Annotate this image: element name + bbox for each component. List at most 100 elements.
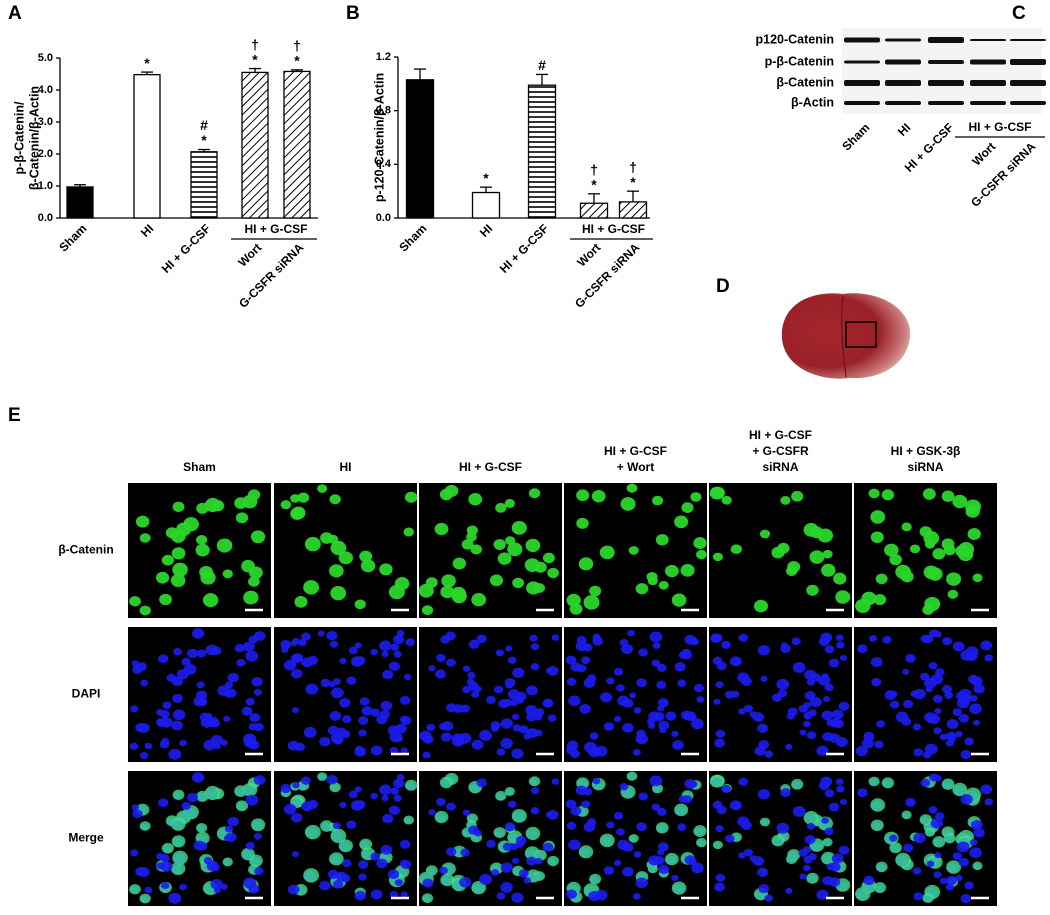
catenin-cell (817, 528, 834, 543)
nucleus (160, 737, 170, 746)
blot-band (1010, 101, 1046, 105)
nucleus (835, 778, 844, 786)
nucleus (821, 710, 834, 721)
catenin-cell (576, 489, 590, 502)
nucleus (509, 699, 519, 707)
column-header: HI (340, 460, 352, 474)
nucleus (376, 714, 388, 725)
nucleus (952, 852, 962, 861)
nucleus (882, 635, 892, 644)
nucleus (400, 860, 412, 870)
nucleus (446, 802, 456, 811)
nucleus (588, 890, 601, 902)
nucleus (459, 733, 472, 744)
catenin-cell (652, 495, 664, 506)
y-tick-label: 0.4 (376, 158, 392, 170)
nucleus (942, 684, 953, 694)
nucleus (547, 714, 557, 722)
nucleus (393, 650, 402, 658)
blot-row-label: β-Catenin (776, 75, 834, 89)
nucleus (824, 789, 835, 798)
catenin-cell (471, 593, 487, 607)
nucleus (955, 730, 963, 738)
nucleus (824, 683, 834, 692)
catenin-cell (534, 561, 547, 573)
nucleus (283, 803, 297, 815)
panel-label: E (8, 405, 21, 426)
nucleus (342, 859, 352, 868)
nucleus (933, 631, 942, 638)
micrograph (564, 771, 707, 906)
nucleus (714, 738, 725, 748)
nucleus (287, 884, 300, 895)
column-header: HI + G-CSF (459, 460, 522, 474)
nucleus (339, 657, 347, 665)
catenin-cell (941, 490, 955, 502)
catenin-cell (495, 502, 507, 513)
nucleus (613, 859, 622, 867)
nucleus (581, 800, 591, 809)
nucleus (632, 749, 641, 756)
nucleus (757, 645, 770, 656)
nucleus (958, 857, 970, 867)
catenin-cell (753, 599, 768, 613)
catenin-cell (658, 580, 669, 590)
catenin-cell (511, 520, 527, 535)
catenin-cell (972, 861, 983, 871)
catenin-cell (542, 552, 555, 564)
nucleus (619, 639, 629, 647)
nucleus (292, 781, 300, 789)
nucleus (857, 644, 868, 654)
significance-mark: † (251, 36, 259, 52)
nucleus (389, 890, 399, 899)
nucleus (956, 697, 970, 709)
catenin-cell (468, 493, 483, 506)
nucleus (635, 877, 648, 889)
nucleus (658, 842, 669, 852)
nucleus (902, 668, 910, 675)
nucleus (889, 690, 898, 698)
catenin-cell (329, 782, 341, 793)
nucleus (358, 716, 369, 725)
nucleus (824, 645, 835, 654)
catenin-cell (547, 855, 559, 867)
nucleus (137, 866, 150, 878)
nucleus (354, 786, 362, 793)
catenin-cell (303, 868, 320, 883)
nucleus (354, 642, 362, 649)
nucleus (729, 656, 742, 667)
significance-mark: * (630, 174, 636, 190)
nucleus (922, 751, 932, 759)
nucleus (393, 778, 405, 789)
nucleus (422, 734, 434, 744)
catenin-cell (403, 815, 414, 825)
nucleus (445, 703, 457, 713)
nucleus (752, 712, 765, 722)
nucleus (889, 834, 898, 842)
nucleus (688, 780, 698, 788)
significance-mark: # (538, 57, 546, 73)
catenin-cell (655, 822, 669, 834)
group-label: HI + G-CSF (582, 222, 645, 236)
catenin-cell (791, 490, 804, 502)
catenin-cell (434, 810, 449, 824)
nucleus (674, 662, 686, 672)
nucleus (869, 635, 878, 642)
catenin-cell (303, 580, 320, 595)
nucleus (568, 839, 581, 851)
nucleus (507, 800, 517, 808)
nucleus (713, 698, 721, 705)
blot-band (1010, 39, 1046, 41)
nucleus (809, 697, 822, 708)
bar (133, 73, 161, 219)
nucleus (932, 694, 943, 704)
nucleus (495, 649, 504, 657)
nucleus (912, 723, 922, 731)
nucleus (738, 777, 749, 786)
blot-band (970, 39, 1006, 41)
catenin-cell (171, 547, 186, 560)
nucleus (821, 817, 829, 824)
nucleus (633, 851, 642, 858)
catenin-cell (533, 583, 545, 593)
nucleus (570, 806, 582, 816)
